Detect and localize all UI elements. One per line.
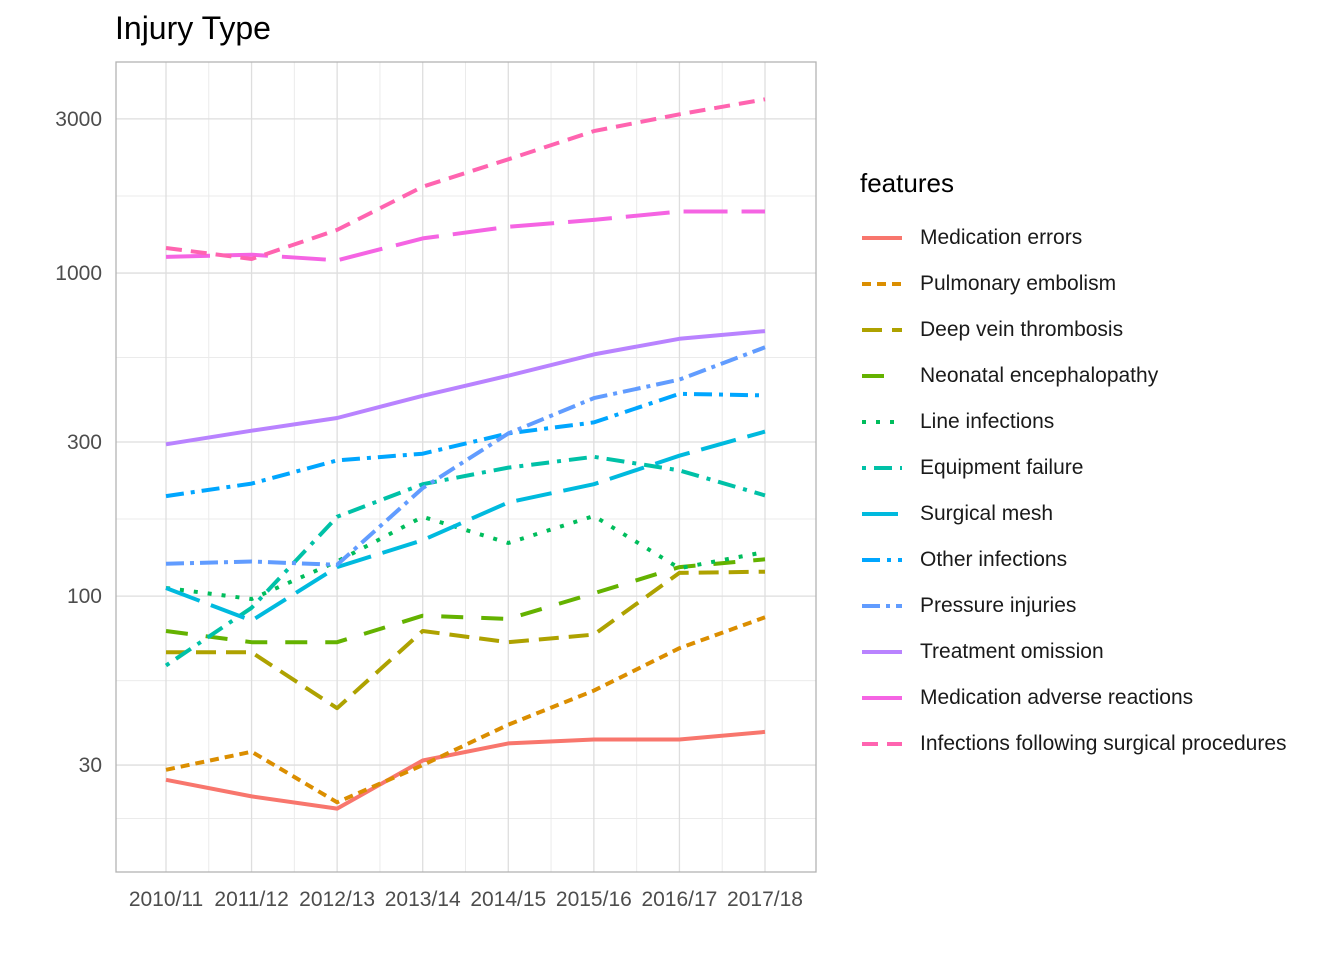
legend-label: Deep vein thrombosis [920, 318, 1124, 341]
x-tick-label: 2014/15 [470, 888, 546, 911]
x-tick-label: 2012/13 [299, 888, 375, 911]
legend-key [862, 328, 902, 332]
legend-item: Medication adverse reactions [860, 675, 1287, 721]
x-tick-label: 2013/14 [385, 888, 461, 911]
legend-title: features [860, 168, 954, 198]
legend-key [862, 558, 902, 562]
legend-label: Medication errors [920, 226, 1083, 249]
legend-item: Pressure injuries [860, 583, 1287, 629]
legend-item: Surgical mesh [860, 491, 1287, 537]
series-line [165, 615, 766, 805]
series-line [165, 429, 766, 623]
series-line [165, 391, 766, 499]
legend: features Medication errors Pulmonary embo… [860, 168, 1287, 767]
legend-label: Equipment failure [920, 456, 1084, 479]
legend-key [862, 650, 902, 654]
series-line [165, 345, 766, 567]
legend-label: Medication adverse reactions [920, 686, 1194, 709]
legend-item: Line infections [860, 399, 1287, 445]
legend-key [862, 420, 902, 424]
x-tick-label: 2011/12 [214, 888, 288, 911]
legend-label: Infections following surgical procedures [920, 732, 1287, 755]
y-tick-label: 300 [67, 431, 102, 454]
legend-key [862, 236, 902, 240]
legend-key [862, 374, 902, 378]
legend-item: Infections following surgical procedures [860, 721, 1287, 767]
chart-title: Injury Type [115, 10, 271, 46]
legend-label: Surgical mesh [920, 502, 1054, 525]
x-tick-label: 2016/17 [641, 888, 717, 911]
legend-item: Neonatal encephalopathy [860, 353, 1287, 399]
y-tick-label: 3000 [55, 108, 102, 131]
x-tick-label: 2010/11 [129, 888, 203, 911]
legend-item: Deep vein thrombosis [860, 307, 1287, 353]
series-line [165, 729, 766, 811]
legend-key [862, 466, 902, 470]
series-line [165, 557, 766, 645]
legend-key [862, 512, 902, 516]
x-tick-label: 2015/16 [556, 888, 632, 911]
legend-item: Other infections [860, 537, 1287, 583]
legend-key [862, 604, 902, 608]
series-line [165, 329, 766, 447]
series-line [164, 454, 766, 668]
legend-label: Neonatal encephalopathy [920, 364, 1159, 387]
legend-label: Line infections [920, 410, 1055, 433]
series-line [166, 569, 766, 711]
legend-item: Pulmonary embolism [860, 261, 1287, 307]
y-tick-label: 100 [67, 585, 102, 608]
legend-item: Treatment omission [860, 629, 1287, 675]
series-line [165, 514, 766, 601]
legend-label: Other infections [920, 548, 1068, 571]
legend-key [862, 282, 902, 286]
legend-key [862, 742, 902, 746]
legend-items: Medication errors Pulmonary embolism Deep … [860, 215, 1287, 767]
legend-key [862, 696, 902, 700]
y-tick-label: 30 [79, 754, 102, 777]
x-tick-label: 2017/18 [727, 888, 803, 911]
plot-border [115, 61, 817, 873]
legend-item: Equipment failure [860, 445, 1287, 491]
series-line [165, 97, 766, 261]
legend-label: Treatment omission [920, 640, 1104, 663]
y-tick-label: 1000 [55, 262, 102, 285]
legend-item: Medication errors [860, 215, 1287, 261]
legend-label: Pulmonary embolism [920, 272, 1117, 295]
legend-label: Pressure injuries [920, 594, 1077, 617]
